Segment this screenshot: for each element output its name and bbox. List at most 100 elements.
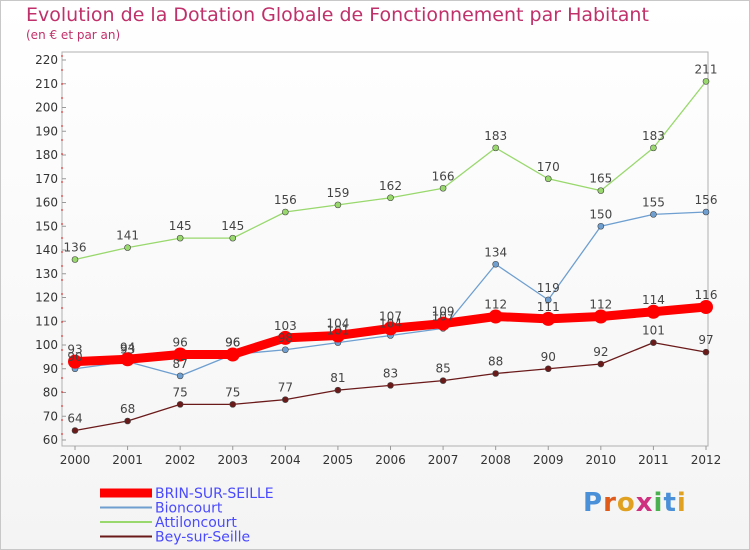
data-point [176,234,184,242]
data-point [702,348,710,356]
data-point [702,78,710,85]
logo-letter: x [635,488,654,518]
data-point [229,234,237,242]
y-tick-label: 100 [35,338,58,352]
data-label: 90 [67,350,82,364]
y-tick-label: 80 [43,386,58,400]
data-label: 93 [120,343,135,357]
data-label: 68 [120,402,135,416]
data-label: 77 [278,381,293,395]
x-tick-label: 2002 [165,453,196,467]
data-point [124,417,131,425]
y-tick-label: 170 [35,172,58,186]
legend-entry: Bioncourt [155,501,223,517]
data-point [593,309,608,324]
data-label: 83 [383,366,398,380]
logo-letter: i [676,488,687,518]
data-point [488,309,503,324]
data-label: 114 [642,293,665,307]
data-point [646,304,661,319]
axis-dot [61,181,63,183]
axis-dot [61,167,63,169]
x-tick-label: 2008 [480,453,511,467]
data-label: 211 [695,62,718,76]
data-point [544,175,552,183]
data-label: 93 [67,343,82,357]
legend-entry: Attiloncourt [155,515,237,531]
axis-dot [61,349,63,351]
data-label: 85 [435,362,450,376]
data-label: 112 [589,298,612,312]
data-label: 98 [278,331,293,345]
data-label: 75 [225,385,240,399]
data-point [68,354,82,369]
axis-dot [61,279,63,281]
data-point [334,386,342,394]
y-tick-label: 150 [35,219,58,233]
data-label: 103 [274,319,297,333]
axis-dot [61,251,63,253]
data-point [278,330,293,345]
axis-dot [61,335,63,337]
data-label: 92 [593,345,608,359]
axis-dot [61,265,63,267]
legend-entry: BRIN-SUR-SEILLE [155,486,274,502]
data-label: 107 [379,309,402,323]
y-tick-label: 60 [43,433,58,447]
data-label: 155 [642,195,665,209]
y-tick-label: 70 [43,409,58,423]
x-tick-label: 2011 [638,453,669,467]
data-label: 104 [326,317,349,331]
data-label: 109 [432,305,455,319]
data-point [439,377,447,384]
data-label: 136 [64,241,87,255]
plot-area [61,51,709,447]
data-point [225,347,240,362]
axis-dot [61,433,63,435]
y-tick-label: 200 [35,101,58,115]
data-label: 90 [541,350,556,364]
data-label: 81 [330,371,345,385]
x-tick-label: 2005 [323,453,354,467]
y-tick-label: 220 [35,53,58,67]
data-point [699,300,713,314]
data-point [544,296,552,304]
data-label: 97 [698,333,713,347]
data-point [120,352,135,367]
logo-letter: i [653,488,664,518]
logo-letter: t [663,488,677,518]
data-point [282,346,289,354]
axis-dot [61,195,63,197]
data-point [492,370,499,377]
axis-dot [61,391,63,393]
x-tick-label: 2010 [586,453,617,467]
data-label: 75 [173,385,188,399]
axis-dot [61,69,63,71]
data-point [229,401,237,408]
y-tick-label: 180 [35,148,58,162]
logo-letter: o [616,488,636,518]
data-point [650,211,657,218]
data-label: 183 [484,129,507,143]
data-point [334,201,342,209]
data-point [176,372,184,380]
data-point [176,401,184,408]
axis-dot [61,321,63,323]
data-point [383,321,398,336]
axis-dot [61,97,63,99]
legend-entry: Bey-sur-Seille [155,530,250,546]
data-label: 162 [379,179,402,193]
data-label: 64 [67,412,82,426]
data-label: 116 [695,288,718,302]
x-tick-label: 2003 [217,453,248,467]
y-tick-label: 110 [35,314,58,328]
x-tick-label: 2009 [533,453,564,467]
x-tick-label: 2004 [270,453,301,467]
data-point [71,256,79,263]
logo-letter: r [603,488,617,518]
data-point [597,222,605,230]
data-label: 96 [225,336,240,350]
axis-dot [61,111,63,113]
data-label: 145 [221,219,244,233]
